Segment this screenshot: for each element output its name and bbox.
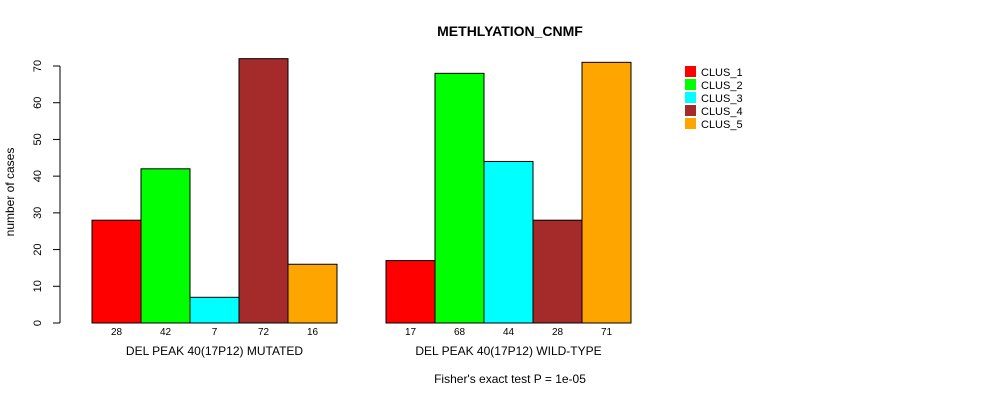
bar-clus-5-group-2: [581, 61, 632, 324]
y-tick-label: 40: [32, 170, 44, 182]
legend-swatch: [685, 92, 696, 103]
count-label: 42: [160, 327, 172, 338]
group-label: DEL PEAK 40(17P12) WILD-TYPE: [415, 344, 601, 358]
y-tick-label: 60: [32, 97, 44, 109]
bar-clus-3-group-1: [189, 296, 240, 324]
count-label: 44: [503, 327, 515, 338]
y-tick-label: 0: [32, 320, 44, 326]
legend-swatch: [685, 66, 696, 77]
legend-label: CLUS_3: [701, 93, 743, 105]
y-tick-label: 30: [32, 207, 44, 219]
y-tick-label: 20: [32, 243, 44, 255]
bar-clus-4-group-1: [238, 58, 289, 324]
group-label: DEL PEAK 40(17P12) MUTATED: [126, 344, 304, 358]
bar-clus-2-group-1: [140, 168, 191, 324]
legend-swatch: [685, 118, 696, 129]
count-label: 68: [454, 327, 466, 338]
y-ticks: 0 10 20 30 40 50 60 70: [32, 60, 60, 326]
bar-clus-1-group-2: [385, 260, 436, 324]
y-tick-label: 10: [32, 280, 44, 292]
footnote: Fisher's exact test P = 1e-05: [434, 372, 586, 386]
bar-clus-4-group-2: [532, 219, 583, 324]
count-label: 72: [258, 327, 270, 338]
bar-clus-5-group-1: [287, 263, 338, 324]
legend-label: CLUS_5: [701, 119, 743, 131]
count-label: 17: [405, 327, 417, 338]
group-labels: DEL PEAK 40(17P12) MUTATED DEL PEAK 40(17…: [126, 344, 602, 358]
count-label: 28: [111, 327, 123, 338]
legend-label: CLUS_2: [701, 80, 743, 92]
chart-title: METHLYATION_CNMF: [437, 23, 583, 39]
bar-clus-2-group-2: [434, 72, 485, 324]
count-labels: 28 42 7 72 16 17 68 44 28 71: [111, 327, 613, 338]
legend-swatch: [685, 79, 696, 90]
count-label: 16: [307, 327, 319, 338]
legend-label: CLUS_4: [701, 106, 743, 118]
legend-swatch: [685, 105, 696, 116]
count-label: 71: [601, 327, 613, 338]
y-tick-label: 50: [32, 133, 44, 145]
y-tick-label: 70: [32, 60, 44, 72]
legend-label: CLUS_1: [701, 67, 743, 79]
y-axis-label: number of cases: [3, 148, 17, 237]
bar-clus-1-group-1: [91, 219, 142, 324]
bar-clus-3-group-2: [483, 160, 534, 324]
count-label: 7: [212, 327, 218, 338]
bars: [91, 58, 632, 324]
count-label: 28: [552, 327, 564, 338]
